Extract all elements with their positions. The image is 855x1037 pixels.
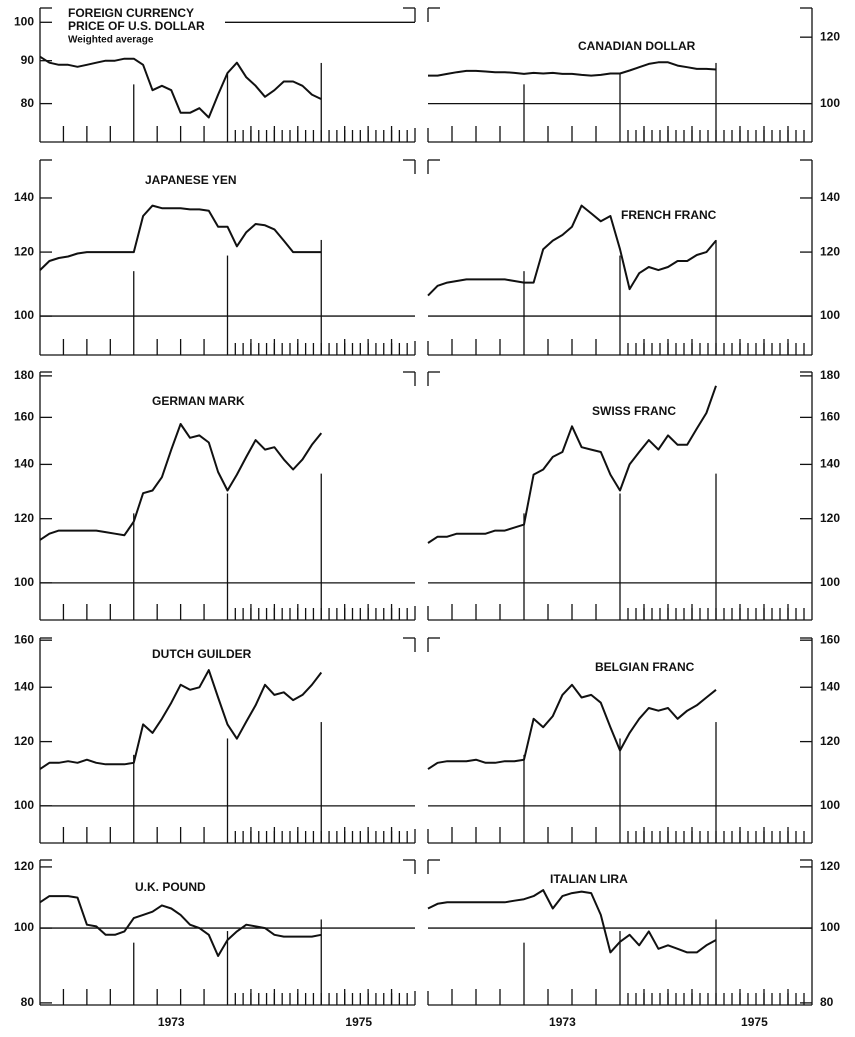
- y-tick-label: 140: [14, 457, 34, 471]
- chart-title: FOREIGN CURRENCY: [68, 6, 194, 20]
- x-tick-label: 1975: [741, 1015, 768, 1029]
- y-tick-label: 80: [21, 96, 35, 110]
- y-tick-label: 120: [14, 511, 34, 525]
- y-tick-label: 120: [14, 244, 34, 258]
- y-tick-label: 100: [14, 14, 34, 28]
- y-tick-label: 100: [14, 308, 34, 322]
- y-tick-label: 140: [820, 679, 840, 693]
- series-line: [427, 683, 717, 770]
- y-tick-label: 140: [820, 190, 840, 204]
- y-tick-label: 100: [14, 920, 34, 934]
- y-tick-label: 100: [820, 798, 840, 812]
- y-tick-label: 120: [820, 511, 840, 525]
- y-tick-label: 100: [820, 308, 840, 322]
- y-tick-label: 140: [14, 190, 34, 204]
- y-tick-label: 140: [14, 679, 34, 693]
- y-tick-label: 100: [14, 575, 34, 589]
- chart-title: BELGIAN FRANC: [595, 660, 695, 674]
- y-tick-label: 120: [820, 29, 840, 43]
- y-tick-label: 180: [14, 368, 34, 382]
- series-line: [39, 895, 322, 957]
- y-tick-label: 160: [14, 632, 34, 646]
- y-tick-label: 100: [820, 96, 840, 110]
- y-tick-label: 120: [14, 734, 34, 748]
- chart-title: JAPANESE YEN: [145, 173, 237, 187]
- y-tick-label: 180: [820, 368, 840, 382]
- x-tick-label: 1975: [345, 1015, 372, 1029]
- y-tick-label: 90: [21, 53, 35, 67]
- chart-title: SWISS FRANC: [592, 404, 676, 418]
- y-tick-label: 80: [21, 995, 35, 1009]
- chart-title: U.K. POUND: [135, 880, 206, 894]
- chart-title: FRENCH FRANC: [621, 208, 717, 222]
- x-tick-label: 1973: [549, 1015, 576, 1029]
- chart-title: GERMAN MARK: [152, 394, 245, 408]
- y-tick-label: 120: [820, 734, 840, 748]
- chart-title: DUTCH GUILDER: [152, 647, 252, 661]
- series-line: [39, 423, 323, 541]
- y-tick-label: 120: [820, 859, 840, 873]
- y-tick-label: 120: [14, 859, 34, 873]
- series-line: [427, 889, 717, 954]
- y-tick-label: 100: [820, 575, 840, 589]
- y-tick-label: 80: [820, 995, 834, 1009]
- y-tick-label: 120: [820, 244, 840, 258]
- series-line: [428, 61, 717, 77]
- y-tick-label: 160: [820, 632, 840, 646]
- chart-title: CANADIAN DOLLAR: [578, 39, 696, 53]
- series-line: [39, 55, 322, 119]
- y-tick-label: 100: [820, 920, 840, 934]
- chart-title: ITALIAN LIRA: [550, 872, 628, 886]
- chart-title: PRICE OF U.S. DOLLAR: [68, 19, 205, 33]
- y-tick-label: 140: [820, 457, 840, 471]
- y-tick-label: 100: [14, 798, 34, 812]
- series-line: [39, 669, 323, 770]
- series-line: [427, 204, 717, 297]
- x-tick-label: 1973: [158, 1015, 185, 1029]
- chart-subtitle: Weighted average: [68, 35, 154, 46]
- y-tick-label: 160: [820, 410, 840, 424]
- series-line: [427, 385, 717, 544]
- series-line: [39, 204, 322, 271]
- y-tick-label: 160: [14, 410, 34, 424]
